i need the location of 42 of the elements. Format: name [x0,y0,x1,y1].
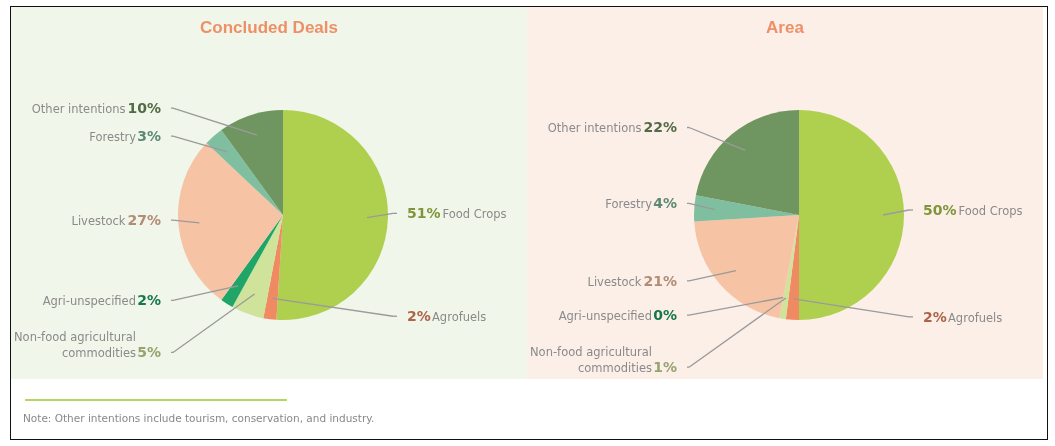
slice-label: Agri-unspecified [42,294,136,309]
pie-slice [221,110,283,215]
data-label: 51% [407,205,441,222]
chart-title: Area [766,18,805,37]
slice-label: Other intentions [31,102,126,117]
pie-slice [694,195,799,222]
slice-label: Livestock [587,274,642,289]
pie-slice [178,143,283,300]
data-label: 3% [137,128,161,145]
slice-label: Agrofuels [948,310,1003,325]
slice-label: Food Crops [958,204,1023,218]
text: 0% [653,307,677,324]
slice-label: Livestock [71,214,126,229]
data-label: 2% [923,308,947,325]
text: Note: Other intentions include tourism, conservation, and industry. [23,412,375,424]
data-label: 5% [137,344,161,361]
category-label: Agri-unspecified [558,309,652,324]
pie-slice [221,215,283,308]
pie-slice [206,130,283,215]
pie-slice [694,215,799,319]
pie-slice [695,110,799,215]
slice-label: Other intentions [547,121,642,136]
data-label: 27% [127,212,161,229]
pie-slice [263,215,283,320]
data-label: 2% [137,292,161,309]
data-label: 1% [653,359,677,376]
data-label: 2% [407,308,431,325]
slice-label: Non-food agricultural commodities [14,330,136,361]
pie-slice [276,110,388,320]
data-label: 22% [643,119,677,136]
data-label: 50% [923,202,957,218]
slice-label: Forestry [605,197,653,212]
chart-title: Concluded Deals [200,18,338,37]
pie-slice [232,215,283,319]
data-label: 10% [127,100,161,117]
data-label: 21% [643,272,677,289]
slice-label: Non-food agricultural commodities [530,345,652,376]
slice-label: Forestry [89,130,137,145]
pie-slice [799,110,904,320]
slice-label: Agrofuels [432,310,487,325]
slice-label: Food Crops [442,207,507,222]
data-label: 4% [653,195,677,212]
